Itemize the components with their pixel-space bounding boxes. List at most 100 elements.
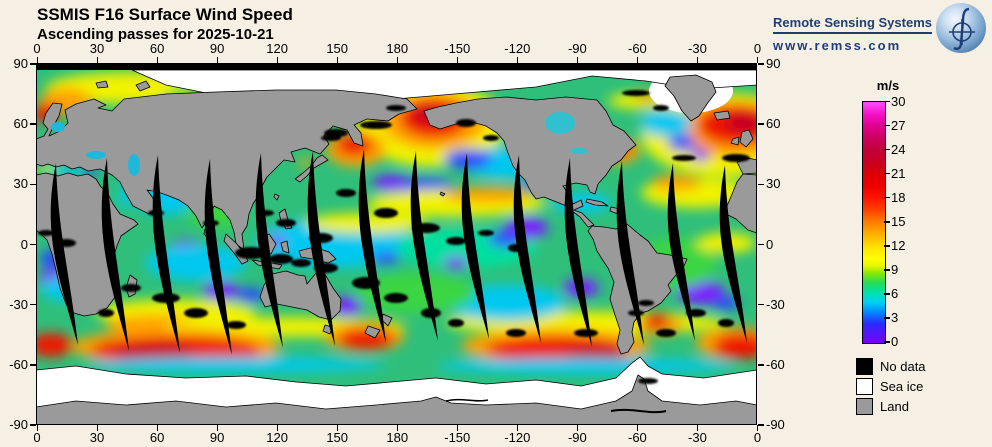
lon-label-bottom: -150 (444, 430, 471, 445)
lat-label-right: -60 (766, 356, 785, 372)
lon-label-bottom: 90 (209, 430, 225, 445)
colorbar-tick (884, 100, 890, 103)
lon-label-top: 150 (326, 41, 349, 56)
legend-label: Sea ice (880, 378, 924, 394)
swath-gap (410, 151, 438, 341)
lat-label-left: 90 (13, 56, 28, 71)
lon-tick-bottom (396, 425, 399, 431)
lat-tick-right (758, 364, 764, 366)
colorbar-tick-label: 21 (891, 165, 906, 181)
lat-label-right: -30 (766, 296, 785, 312)
lon-label-top: 60 (149, 41, 165, 56)
colorbar-tick (884, 317, 890, 319)
lon-tick-top (516, 57, 519, 63)
lon-label-bottom: 30 (89, 430, 105, 445)
swath-gap (152, 155, 180, 353)
lon-label-top: -60 (627, 41, 647, 56)
lat-label-right: 60 (766, 116, 781, 132)
swath-gap (616, 161, 644, 345)
lon-label-top: 0 (33, 41, 41, 56)
lat-label-left: -90 (9, 417, 28, 433)
colorbar-tick (884, 124, 890, 127)
lon-tick-bottom (276, 425, 279, 431)
colorbar-tick-label: 9 (891, 261, 899, 277)
lon-tick-bottom (756, 425, 759, 431)
swath-gap (50, 163, 78, 345)
lon-label-bottom: -30 (688, 430, 707, 445)
colorbar-tick (884, 148, 890, 151)
lon-tick-top (696, 57, 699, 63)
colorbar-tick-label: 27 (891, 117, 906, 133)
lon-tick-top (36, 57, 38, 63)
lon-label-bottom: 120 (266, 430, 288, 445)
lon-tick-bottom (696, 425, 699, 431)
lon-label-top: -150 (444, 41, 471, 56)
lat-tick-right (758, 424, 764, 426)
lon-label-bottom: -60 (627, 430, 647, 445)
map-legend: No data Sea ice Land (856, 356, 926, 416)
legend-item: Sea ice (856, 376, 926, 396)
lat-tick-left (30, 243, 36, 246)
lon-label-top: -90 (567, 41, 587, 56)
legend-item: Land (856, 396, 926, 416)
lat-label-right: 0 (766, 236, 774, 252)
lat-label-right: -90 (766, 417, 785, 433)
lon-tick-top (396, 57, 399, 63)
lon-tick-top (156, 57, 159, 63)
colorbar-tick-label: 0 (891, 334, 899, 349)
colorbar-tick-label: 6 (891, 285, 899, 301)
colorbar-tick-label: 18 (891, 189, 906, 205)
lon-label-bottom: 180 (386, 430, 409, 445)
lon-label-bottom: 0 (753, 430, 762, 445)
remss-url-link[interactable]: www.remss.com (773, 38, 902, 53)
colorbar-tick (884, 221, 890, 223)
swath-gap (564, 158, 592, 347)
lon-tick-top (96, 57, 99, 63)
lon-tick-bottom (96, 425, 99, 431)
swath-gap (358, 149, 386, 343)
colorbar-tick-label: 3 (891, 309, 899, 325)
page-title: SSMIS F16 Surface Wind Speed (37, 5, 293, 24)
colorbar-tick-label: 12 (891, 237, 906, 253)
lat-label-left: 0 (20, 236, 28, 252)
swath-gap (667, 163, 695, 341)
legend-label: No data (880, 358, 926, 374)
lat-label-right: 90 (766, 56, 781, 71)
legend-item: No data (856, 356, 926, 376)
lat-tick-left (30, 63, 36, 65)
lon-tick-top (216, 57, 219, 63)
lon-label-bottom: 0 (33, 430, 41, 445)
lon-tick-bottom (516, 425, 519, 431)
earth-globe-icon (936, 3, 986, 53)
lon-tick-bottom (456, 425, 459, 431)
lon-label-top: -120 (504, 41, 531, 56)
colorbar-unit: m/s (876, 78, 900, 93)
lon-label-bottom: 60 (149, 430, 165, 445)
swath-gap (255, 153, 283, 348)
colorbar-tick (884, 293, 890, 295)
colorbar-tick (884, 196, 890, 199)
colorbar (862, 101, 886, 344)
inland-seas (51, 112, 588, 176)
swath-gap (204, 159, 232, 355)
lat-tick-right (758, 303, 764, 306)
lat-tick-right (758, 183, 764, 186)
colorbar-tick (884, 172, 890, 175)
lon-label-top: -30 (688, 41, 707, 56)
lon-tick-top (576, 57, 579, 63)
lat-label-left: -60 (9, 356, 28, 372)
legend-swatch (856, 357, 873, 375)
colorbar-tick (884, 341, 890, 343)
lat-label-right: 30 (766, 176, 781, 192)
lat-tick-right (758, 63, 764, 65)
lon-tick-top (276, 57, 279, 63)
lon-tick-top (456, 57, 459, 63)
swath-gap (101, 158, 129, 351)
legend-label: Land (880, 398, 909, 414)
legend-swatch (856, 397, 873, 415)
lon-tick-top (336, 57, 339, 63)
legend-swatch (856, 377, 873, 395)
lon-label-bottom: 150 (326, 430, 349, 445)
lon-label-top: 90 (209, 41, 225, 56)
lon-tick-bottom (576, 425, 579, 431)
